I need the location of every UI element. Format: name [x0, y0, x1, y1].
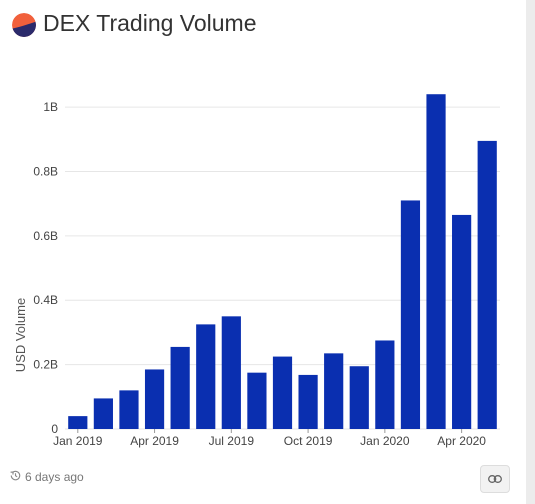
y-tick-label: 0.2B	[33, 358, 58, 372]
y-tick-label: 0.8B	[33, 164, 58, 178]
bar[interactable]	[477, 140, 497, 429]
y-tick-label: 0	[51, 422, 58, 436]
x-tick-label: Jan 2020	[360, 434, 410, 448]
bar[interactable]	[272, 356, 293, 429]
bar[interactable]	[375, 340, 395, 429]
bar[interactable]	[452, 214, 472, 429]
bar[interactable]	[298, 374, 318, 429]
bar[interactable]	[93, 398, 113, 429]
history-icon	[10, 470, 21, 484]
bar[interactable]	[144, 369, 165, 429]
link-icon	[488, 470, 502, 488]
bar[interactable]	[170, 346, 190, 429]
bar[interactable]	[68, 416, 88, 429]
copy-link-button[interactable]	[480, 465, 510, 493]
bar[interactable]	[400, 200, 421, 429]
y-axis-label: USD Volume	[13, 298, 28, 372]
x-tick-label: Jan 2019	[53, 434, 103, 448]
x-axis-ticks: Jan 2019 Apr 2019 Jul 2019 Oct 2019 Jan 2020…	[53, 429, 486, 448]
bar[interactable]	[221, 316, 241, 429]
y-axis-ticks: 0 0.2B 0.4B 0.6B 0.8B 1B	[33, 100, 58, 436]
scrollbar-track[interactable]	[526, 0, 535, 504]
bar[interactable]	[324, 353, 344, 429]
y-tick-label: 0.6B	[33, 229, 58, 243]
bar[interactable]	[196, 324, 216, 429]
time-ago-text: 6 days ago	[25, 470, 84, 484]
bar[interactable]	[349, 366, 369, 429]
bar[interactable]	[247, 372, 267, 429]
y-tick-label: 1B	[43, 100, 58, 114]
bar-chart: 0 0.2B 0.4B 0.6B 0.8B 1B Jan 2019 Apr 2019 Jul …	[13, 94, 500, 448]
x-tick-label: Apr 2020	[437, 434, 486, 448]
last-updated: 6 days ago	[10, 470, 84, 484]
x-tick-label: Jul 2019	[209, 434, 255, 448]
page-title: DEX Trading Volume	[43, 10, 257, 36]
x-tick-label: Oct 2019	[284, 434, 333, 448]
dune-logo-icon	[12, 13, 36, 37]
bar[interactable]	[119, 390, 139, 429]
bar[interactable]	[426, 94, 446, 429]
y-tick-label: 0.4B	[33, 293, 58, 307]
bar-series	[68, 94, 497, 429]
x-tick-label: Apr 2019	[130, 434, 179, 448]
